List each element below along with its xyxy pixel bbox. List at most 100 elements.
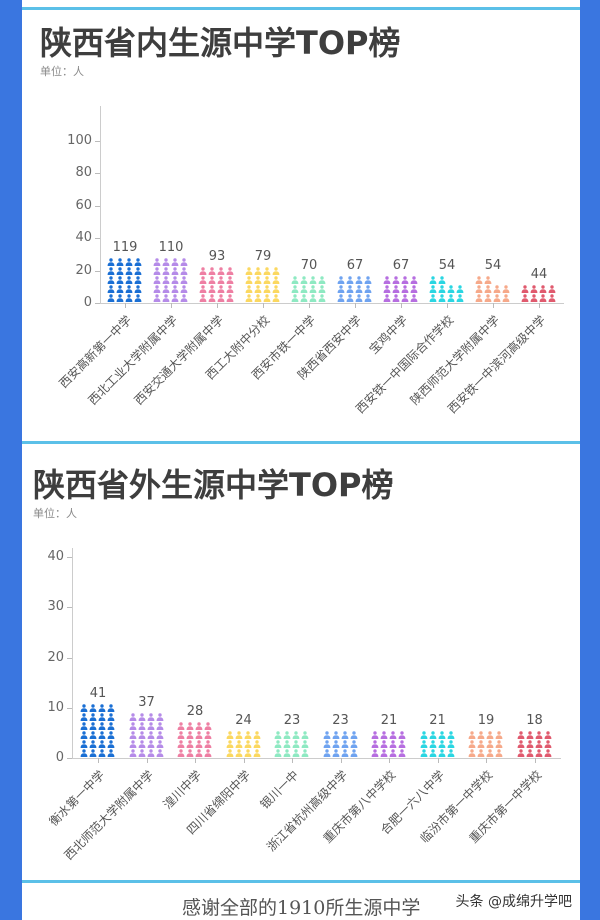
person-icon: [392, 294, 400, 302]
person-icon: [341, 740, 349, 748]
y-tick-label: 40: [47, 549, 64, 564]
person-icon: [502, 294, 510, 302]
value-label: 54: [438, 258, 456, 273]
person-icon: [199, 267, 207, 275]
value-label: 37: [138, 695, 155, 710]
y-tick-label: 20: [75, 262, 92, 278]
person-icon: [438, 276, 446, 284]
person-icon: [171, 285, 179, 293]
person-icon: [318, 285, 326, 293]
person-icon: [180, 258, 188, 266]
person-icon: [486, 740, 494, 748]
person-icon: [398, 740, 406, 748]
x-axis: [100, 303, 564, 304]
person-icon: [153, 285, 161, 293]
x-tick-mark: [539, 303, 540, 308]
person-icon: [107, 731, 115, 739]
person-icon: [134, 267, 142, 275]
x-tick-mark: [355, 303, 356, 308]
person-icon: [447, 749, 455, 757]
separator-top: [22, 7, 580, 10]
person-icon: [493, 285, 501, 293]
person-icon: [89, 722, 97, 730]
value-label: 79: [254, 249, 272, 264]
person-icon: [253, 731, 261, 739]
person-icon: [389, 740, 397, 748]
person-icon: [235, 740, 243, 748]
person-icon: [371, 749, 379, 757]
person-icon: [323, 731, 331, 739]
person-icon: [186, 731, 194, 739]
person-icon: [389, 749, 397, 757]
person-icon: [323, 740, 331, 748]
person-icon: [332, 749, 340, 757]
person-icon: [309, 294, 317, 302]
person-icon: [526, 749, 534, 757]
y-tick-mark: [67, 557, 72, 558]
y-tick-mark: [95, 141, 100, 142]
person-icon: [429, 285, 437, 293]
person-icon: [199, 294, 207, 302]
person-icon: [477, 749, 485, 757]
person-icon: [125, 276, 133, 284]
y-tick-label: 0: [83, 295, 92, 310]
person-icon: [226, 731, 234, 739]
person-icon: [392, 276, 400, 284]
person-icon: [107, 267, 115, 275]
separator-middle: [22, 441, 580, 444]
person-icon: [263, 267, 271, 275]
x-tick-mark: [146, 758, 148, 763]
person-icon: [530, 294, 538, 302]
person-icon: [156, 713, 164, 721]
person-icon: [89, 713, 97, 721]
value-label: 67: [346, 258, 364, 273]
person-icon: [468, 740, 476, 748]
person-icon: [107, 713, 115, 721]
person-icon: [350, 749, 358, 757]
person-icon: [134, 276, 142, 284]
person-icon: [134, 258, 142, 266]
panel-bottom: [22, 444, 580, 880]
person-icon: [217, 294, 225, 302]
person-icon: [107, 704, 115, 712]
person-icon: [186, 722, 194, 730]
person-icon: [244, 749, 252, 757]
person-icon: [263, 294, 271, 302]
value-label: 67: [392, 258, 410, 273]
person-icon: [309, 276, 317, 284]
person-icon: [107, 276, 115, 284]
person-icon: [226, 285, 234, 293]
y-axis: [72, 547, 73, 758]
person-icon: [526, 731, 534, 739]
person-icon: [226, 276, 234, 284]
person-icon: [129, 722, 137, 730]
person-icon: [318, 276, 326, 284]
person-icon: [346, 285, 354, 293]
x-tick-mark: [171, 303, 172, 308]
person-icon: [420, 740, 428, 748]
person-icon: [301, 740, 309, 748]
y-tick-mark: [95, 173, 100, 175]
category-label: 西北师范大学附属中学: [61, 767, 156, 863]
person-icon: [477, 731, 485, 739]
y-tick-label: 30: [47, 599, 64, 615]
person-icon: [177, 740, 185, 748]
y-tick-mark: [67, 607, 72, 609]
y-tick-label: 0: [55, 750, 64, 765]
person-icon: [346, 294, 354, 302]
person-icon: [272, 276, 280, 284]
person-icon: [80, 731, 88, 739]
person-icon: [398, 731, 406, 739]
person-icon: [272, 294, 280, 302]
y-tick-label: 80: [75, 165, 92, 181]
person-icon: [162, 285, 170, 293]
person-icon: [263, 285, 271, 293]
value-label: 19: [477, 713, 495, 728]
person-icon: [208, 294, 216, 302]
person-icon: [539, 285, 547, 293]
person-icon: [217, 267, 225, 275]
person-icon: [337, 276, 345, 284]
person-icon: [153, 294, 161, 302]
y-tick-label: 20: [47, 649, 64, 665]
person-icon: [364, 276, 372, 284]
